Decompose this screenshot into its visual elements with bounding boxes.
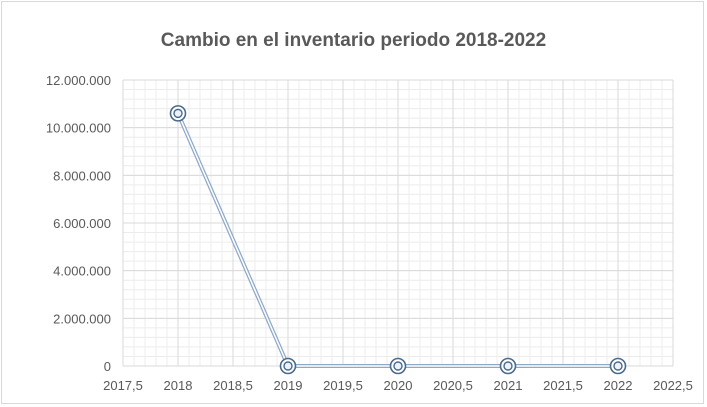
x-tick-label: 2019,5	[323, 378, 363, 393]
x-tick-label: 2022,5	[653, 378, 693, 393]
x-tick-label: 2017,5	[103, 378, 143, 393]
x-tick-label: 2018	[164, 378, 193, 393]
data-point	[279, 357, 297, 375]
y-tick-label: 10.000.000	[46, 121, 111, 136]
data-point-marker-inner	[613, 361, 623, 371]
x-tick-label: 2021	[494, 378, 523, 393]
data-point-marker-inner	[173, 108, 183, 119]
chart-title: Cambio en el inventario periodo 2018-202…	[160, 30, 547, 51]
y-tick-label: 12.000.000	[46, 73, 111, 88]
y-tick-label: 6.000.000	[53, 216, 111, 231]
data-point	[609, 357, 627, 375]
data-point	[169, 105, 187, 122]
data-point-marker-inner	[283, 361, 293, 371]
data-point-marker-inner	[503, 361, 513, 371]
x-tick-label: 2021,5	[543, 378, 583, 393]
y-tick-label: 4.000.000	[53, 264, 111, 279]
data-point-marker-inner	[393, 361, 403, 371]
data-point	[499, 357, 517, 375]
x-tick-label: 2020	[384, 378, 413, 393]
y-tick-label: 0	[104, 359, 111, 374]
x-tick-label: 2022	[604, 378, 633, 393]
y-tick-label: 8.000.000	[53, 168, 111, 183]
x-tick-label: 2018,5	[213, 378, 253, 393]
data-point	[389, 357, 407, 375]
x-tick-label: 2019	[274, 378, 303, 393]
y-tick-label: 2.000.000	[53, 311, 111, 326]
x-tick-label: 2020,5	[433, 378, 473, 393]
